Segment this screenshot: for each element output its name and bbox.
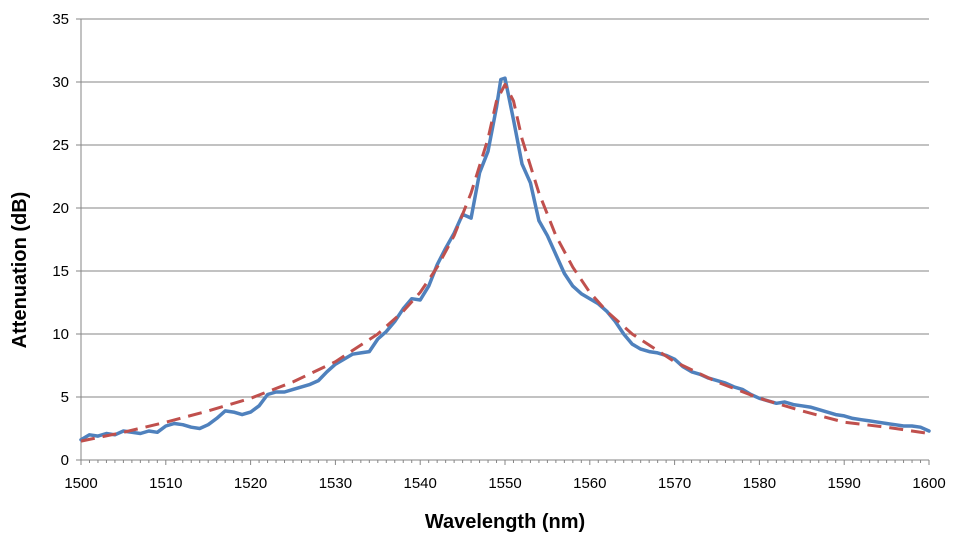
x-axis-title: Wavelength (nm) — [425, 511, 585, 533]
y-axis-title: Attenuation (dB) — [9, 192, 31, 349]
y-tick-label: 10 — [52, 326, 69, 343]
series-layer — [79, 76, 931, 443]
y-tick-label: 0 — [61, 452, 69, 469]
x-tick-label: 1600 — [912, 475, 945, 492]
x-tick-label: 1570 — [658, 475, 691, 492]
x-tick-label: 1530 — [319, 475, 352, 492]
y-tick-label: 30 — [52, 74, 69, 91]
x-tick-label: 1560 — [573, 475, 606, 492]
x-tick-label: 1520 — [234, 475, 267, 492]
y-tick-label: 5 — [61, 389, 69, 406]
x-tick-label: 1580 — [743, 475, 776, 492]
y-tick-label: 35 — [52, 11, 69, 28]
fitted-curve-series — [80, 83, 930, 443]
y-tick-label: 15 — [52, 263, 69, 280]
x-tick-label: 1500 — [64, 475, 97, 492]
y-tick-label: 20 — [52, 200, 69, 217]
y-tick-label: 25 — [52, 137, 69, 154]
gridlines — [81, 18, 929, 398]
measured-series — [79, 76, 931, 442]
axes — [76, 18, 930, 465]
x-tick-label: 1590 — [828, 475, 861, 492]
x-tick-label: 1550 — [488, 475, 521, 492]
x-tick-label: 1540 — [404, 475, 437, 492]
x-tick-label: 1510 — [149, 475, 182, 492]
